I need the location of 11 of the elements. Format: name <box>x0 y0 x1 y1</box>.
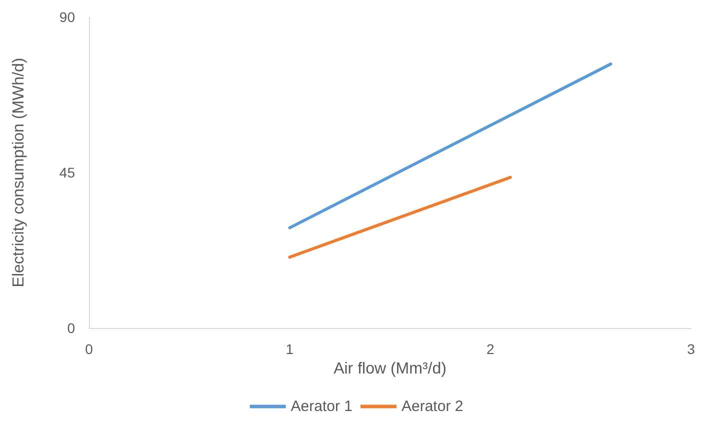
x-axis-title: Air flow (Mm³/d) <box>334 360 446 378</box>
x-tick-label: 0 <box>85 341 94 357</box>
legend-label: Aerator 2 <box>402 398 464 415</box>
x-tick-label: 1 <box>286 341 294 357</box>
y-tick-label: 45 <box>59 164 76 180</box>
y-tick-label: 90 <box>59 9 76 25</box>
legend-label: Aerator 1 <box>290 398 353 415</box>
x-tick-label: 3 <box>687 341 696 357</box>
y-tick-label: 0 <box>67 320 76 336</box>
x-tick-label: 2 <box>486 341 494 357</box>
y-axis-title: Electricity consumption (MWh/d) <box>10 58 28 288</box>
